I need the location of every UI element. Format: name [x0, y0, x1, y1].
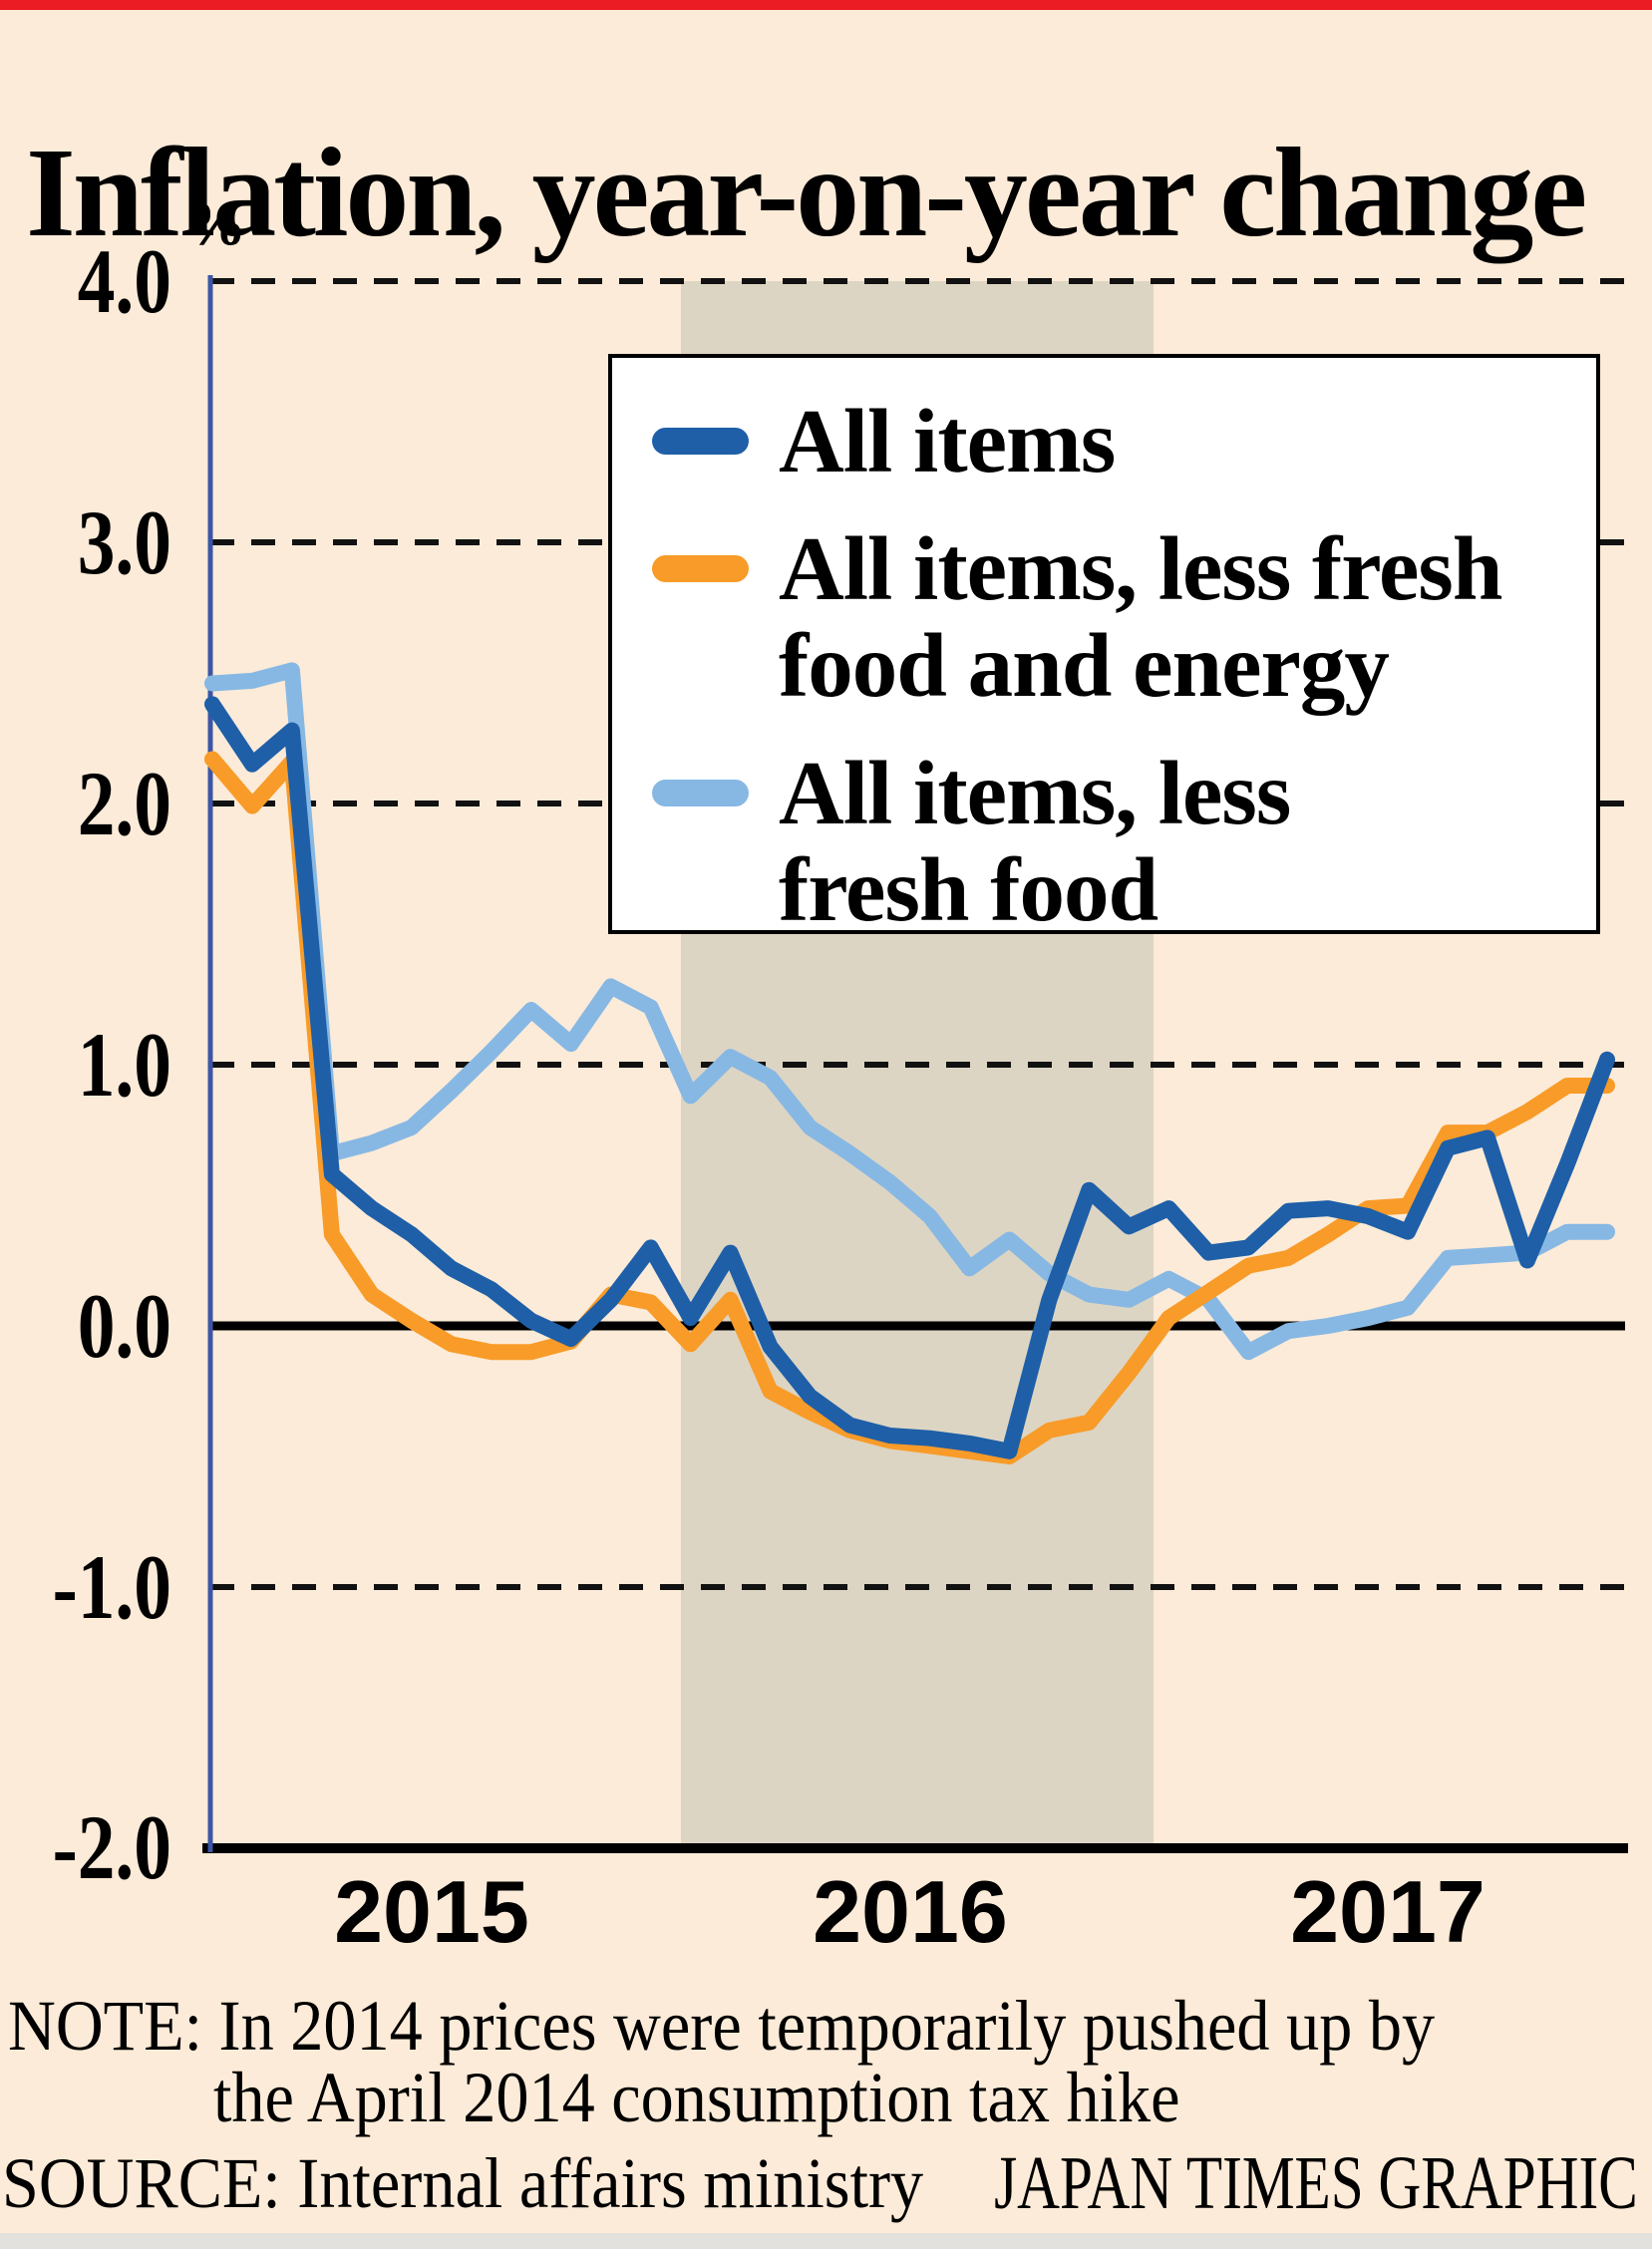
y-tick-label: 2.0 — [77, 753, 171, 854]
y-tick-label: -2.0 — [52, 1796, 171, 1898]
page-title: Inflation, year-on-year change — [26, 121, 1587, 263]
y-tick-label: 0.0 — [77, 1275, 171, 1377]
x-tick-label-2017: 2017 — [1290, 1862, 1486, 1961]
y-tick-label: -1.0 — [52, 1536, 171, 1638]
legend-label: All items — [779, 391, 1116, 491]
legend-label: All items, less fresh food and energy — [779, 518, 1502, 716]
credit-text: JAPAN TIMES GRAPHIC — [994, 2141, 1638, 2225]
legend-label: All items, less fresh food — [779, 743, 1291, 940]
x-tick-label-2015: 2015 — [334, 1862, 529, 1961]
y-tick-label: 3.0 — [77, 491, 171, 593]
legend-swatch-all-items — [652, 428, 749, 455]
series-line-all-items-less-fresh-food — [204, 662, 1615, 1361]
source-text: SOURCE: Internal affairs ministry — [2, 2143, 924, 2223]
top-red-strip — [0, 0, 1652, 10]
legend-swatch-less-fresh-food-and-energy — [652, 555, 749, 582]
legend-item-less-fresh-food: All items, less fresh food — [652, 743, 1291, 940]
legend-item-all-items: All items — [652, 391, 1116, 491]
note-text-line-2: the April 2014 consumption tax hike — [213, 2058, 1180, 2137]
legend-item-less-fresh-food-and-energy: All items, less fresh food and energy — [652, 518, 1502, 716]
series-line-all-items — [204, 696, 1615, 1459]
y-tick-label: 1.0 — [77, 1014, 171, 1116]
x-tick-label-2016: 2016 — [813, 1862, 1008, 1961]
bottom-gray-strip — [0, 2233, 1652, 2249]
note-text-line-1: NOTE: In 2014 prices were temporarily pu… — [8, 1986, 1436, 2066]
y-axis-unit-label: % — [184, 190, 246, 258]
chart-legend: All items All items, less fresh food and… — [608, 354, 1600, 938]
y-tick-label: 4.0 — [77, 230, 171, 332]
legend-swatch-less-fresh-food — [652, 780, 749, 806]
